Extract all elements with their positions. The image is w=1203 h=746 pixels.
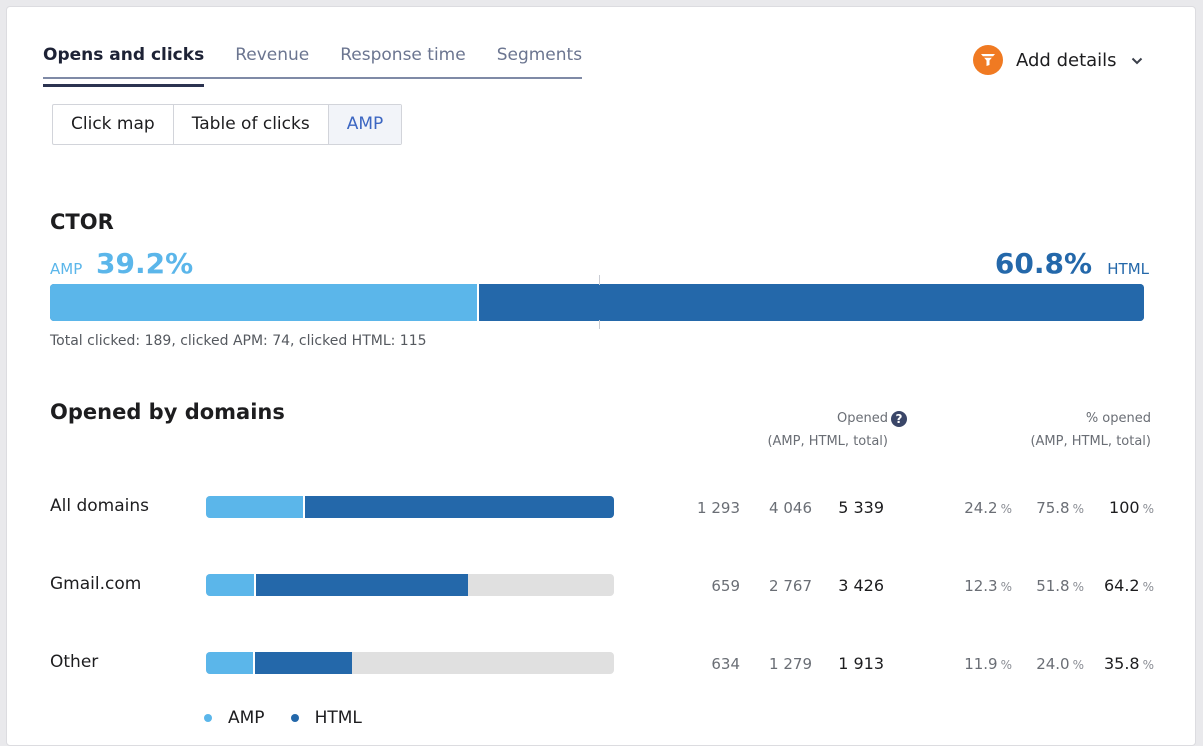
ctor-amp-value: 39.2% [96,247,194,280]
ctor-title: CTOR [50,210,114,234]
view-click-map[interactable]: Click map [53,105,174,144]
opened-amp: 659 [711,577,740,595]
domain-row-label: Gmail.com [50,574,142,594]
add-details-button[interactable]: Add details [973,45,1143,75]
pct-opened-column-header: % opened (AMP, HTML, total) [991,407,1151,453]
opened-subhead: (AMP, HTML, total) [767,434,888,449]
ctor-bar-html-segment [478,284,1144,321]
pct-html-unit: % [1072,658,1084,672]
funnel-icon [973,45,1003,75]
chart-legend: AMP HTML [204,708,388,728]
ctor-midline-bottom [599,320,600,329]
domain-bar-html-segment [304,496,614,518]
pct-head: % opened [1085,411,1151,426]
pct-html-cell: 24.0% [1004,655,1084,673]
pct-html-value: 24.0 [1036,655,1070,673]
pct-amp-unit: % [1000,658,1012,672]
pct-total-value: 100 [1109,498,1140,517]
opened-amp: 634 [711,655,740,673]
view-table-of-clicks[interactable]: Table of clicks [174,105,329,144]
opened-html: 4 046 [769,499,812,517]
domain-bar-html-segment [256,574,468,596]
pct-html-value: 75.8 [1036,499,1070,517]
tab-revenue[interactable]: Revenue [235,45,310,65]
pct-amp-value: 12.3 [964,577,998,595]
ctor-note: Total clicked: 189, clicked APM: 74, cli… [50,333,427,349]
domain-bar-html-segment [254,652,353,674]
pct-html-cell: 75.8% [1004,499,1084,517]
pct-amp-cell: 11.9% [932,655,1012,673]
domain-row-bar [206,496,614,518]
pct-total-cell: 64.2% [1074,576,1154,595]
tab-response-time[interactable]: Response time [340,45,466,65]
pct-amp-cell: 12.3% [932,577,1012,595]
legend-html-dot [290,714,299,722]
add-details-label: Add details [1016,49,1117,71]
pct-html-cell: 51.8% [1004,577,1084,595]
pct-total-cell: 35.8% [1074,654,1154,673]
pct-total-unit: % [1142,658,1154,672]
domain-row-bar [206,652,614,674]
domain-row-bar [206,574,614,596]
opened-total: 3 426 [838,576,884,595]
opened-html: 2 767 [769,577,812,595]
help-icon[interactable]: ? [891,410,907,427]
view-amp[interactable]: AMP [328,105,402,144]
pct-total-value: 64.2 [1103,576,1140,595]
pct-total-unit: % [1142,502,1154,516]
legend-html-label: HTML [314,708,362,728]
pct-amp-value: 24.2 [964,499,998,517]
pct-total-value: 35.8 [1103,654,1140,673]
pct-html-value: 51.8 [1036,577,1070,595]
pct-total-unit: % [1142,580,1154,594]
report-card: Opens and clicks Revenue Response time S… [6,6,1196,746]
legend-item-amp: AMP [204,708,265,728]
tab-segments[interactable]: Segments [496,45,583,65]
ctor-html-value: 60.8% [994,247,1092,280]
domain-bar-amp-segment [206,574,257,596]
legend-amp-dot [204,714,212,722]
ctor-midline-top [599,275,600,285]
ctor-html-label: HTML [1107,260,1149,278]
opened-total: 5 339 [838,498,884,517]
ctor-amp-label: AMP [50,260,83,278]
pct-total-cell: 100% [1074,498,1154,517]
pct-html-unit: % [1072,502,1084,516]
pct-amp-unit: % [1000,580,1012,594]
chevron-down-icon [1131,57,1142,65]
report-tabs: Opens and clicks Revenue Response time S… [43,45,583,87]
ctor-bar [50,284,1144,321]
pct-subhead: (AMP, HTML, total) [1030,434,1151,449]
opened-head: Opened [837,411,888,426]
pct-amp-unit: % [1000,502,1012,516]
legend-item-html: HTML [290,708,362,728]
domain-row-label: All domains [50,496,150,516]
opened-html: 1 279 [769,655,812,673]
pct-amp-value: 11.9 [964,655,998,673]
domain-bar-amp-segment [206,652,255,674]
ctor-bar-amp-segment [50,284,479,321]
domain-row-label: Other [50,652,99,672]
domains-title: Opened by domains [50,400,285,424]
domain-bar-amp-segment [206,496,305,518]
view-switch: Click map Table of clicks AMP [52,104,403,145]
legend-amp-label: AMP [228,708,265,728]
opened-column-header: Opened? (AMP, HTML, total) [747,407,907,453]
pct-html-unit: % [1072,580,1084,594]
tab-opens-and-clicks[interactable]: Opens and clicks [43,45,205,87]
opened-amp: 1 293 [697,499,740,517]
pct-amp-cell: 24.2% [932,499,1012,517]
opened-total: 1 913 [838,654,884,673]
